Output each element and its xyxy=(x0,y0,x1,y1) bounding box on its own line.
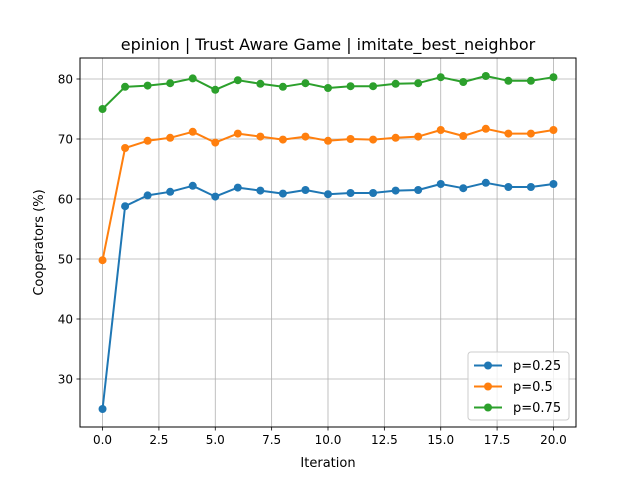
legend-marker xyxy=(484,403,492,412)
x-tick-label: 7.5 xyxy=(262,433,281,447)
data-point xyxy=(256,132,265,141)
series-p=0.5 xyxy=(98,124,558,265)
data-point xyxy=(526,76,535,85)
y-tick-label: 40 xyxy=(58,312,73,326)
data-point xyxy=(459,78,468,86)
data-point xyxy=(459,184,468,193)
series-p=0.75 xyxy=(98,72,558,113)
data-point xyxy=(391,133,400,142)
y-axis-label: Cooperators (%) xyxy=(32,189,47,295)
x-tick-label: 2.5 xyxy=(149,433,168,447)
data-point xyxy=(481,72,490,80)
data-point xyxy=(188,181,197,190)
data-point xyxy=(504,76,513,85)
data-point xyxy=(369,135,378,144)
data-point xyxy=(526,183,535,191)
data-point xyxy=(166,79,175,88)
y-tick-label: 70 xyxy=(58,132,73,146)
data-point xyxy=(233,183,242,192)
data-point xyxy=(211,192,220,201)
legend-marker xyxy=(484,382,492,391)
legend-label: p=0.75 xyxy=(513,401,561,416)
data-point xyxy=(324,136,332,145)
data-point xyxy=(324,190,332,199)
data-point xyxy=(121,144,130,152)
data-point xyxy=(98,405,107,413)
data-point xyxy=(436,126,445,134)
data-point xyxy=(278,135,287,144)
x-tick-label: 15.0 xyxy=(427,433,454,447)
data-point xyxy=(211,85,220,94)
plot-frame xyxy=(79,57,577,428)
series-group xyxy=(98,72,558,413)
data-point xyxy=(233,76,242,85)
data-point xyxy=(143,191,152,200)
legend-marker xyxy=(484,361,492,370)
data-point xyxy=(549,73,558,82)
data-point xyxy=(324,84,332,92)
data-point xyxy=(188,74,197,83)
data-point xyxy=(188,127,197,136)
data-point xyxy=(346,82,355,91)
x-tick-label: 5.0 xyxy=(206,433,225,447)
data-point xyxy=(526,129,535,138)
data-point xyxy=(143,136,152,145)
data-point xyxy=(369,189,378,197)
data-point xyxy=(459,132,468,140)
data-point xyxy=(391,79,400,88)
data-point xyxy=(346,189,355,197)
data-point xyxy=(504,129,513,138)
data-point xyxy=(301,132,310,141)
data-point xyxy=(121,82,130,91)
data-point xyxy=(346,135,355,143)
y-tick-label: 30 xyxy=(58,372,73,386)
data-point xyxy=(278,189,287,198)
axis-ticks: 0.0 2.5 5.0 7.5 10.0 12.5 15.0 17.5 20.0 30 40 50 60… xyxy=(58,72,567,447)
data-point xyxy=(414,79,423,88)
data-point xyxy=(414,132,423,141)
x-tick-label: 10.0 xyxy=(315,433,342,447)
data-point xyxy=(549,180,558,188)
data-point xyxy=(436,73,445,82)
legend-label: p=0.5 xyxy=(513,380,553,395)
y-tick-label: 50 xyxy=(58,252,73,266)
data-point xyxy=(166,187,175,196)
data-point xyxy=(436,180,445,188)
x-tick-label: 17.5 xyxy=(484,433,511,447)
data-point xyxy=(211,138,220,147)
data-point xyxy=(143,81,152,90)
data-point xyxy=(278,82,287,91)
data-point xyxy=(549,126,558,134)
data-point xyxy=(369,82,378,91)
data-point xyxy=(98,105,107,113)
legend: p=0.25 p=0.5 p=0.75 xyxy=(467,351,570,421)
data-point xyxy=(256,79,265,88)
data-point xyxy=(481,178,490,187)
data-point xyxy=(233,129,242,138)
legend-label: p=0.25 xyxy=(513,359,561,374)
series-p=0.25 xyxy=(98,178,558,413)
legend-box xyxy=(467,351,570,421)
data-point xyxy=(391,186,400,195)
data-point xyxy=(121,202,130,211)
x-tick-label: 12.5 xyxy=(371,433,398,447)
data-point xyxy=(481,124,490,133)
y-tick-label: 80 xyxy=(58,72,73,86)
data-point xyxy=(166,133,175,142)
legend-item: p=0.25 xyxy=(474,359,561,374)
data-point xyxy=(256,186,265,195)
y-tick-label: 60 xyxy=(58,192,73,206)
legend-item: p=0.75 xyxy=(474,401,561,416)
x-tick-label: 20.0 xyxy=(540,433,567,447)
data-point xyxy=(301,79,310,88)
data-point xyxy=(414,186,423,194)
chart-title: epinion | Trust Aware Game | imitate_bes… xyxy=(121,35,536,55)
data-point xyxy=(301,186,310,194)
legend-item: p=0.5 xyxy=(474,380,553,395)
data-point xyxy=(504,183,513,191)
x-tick-label: 0.0 xyxy=(93,433,112,447)
x-axis-label: Iteration xyxy=(300,456,355,471)
data-point xyxy=(98,256,107,265)
